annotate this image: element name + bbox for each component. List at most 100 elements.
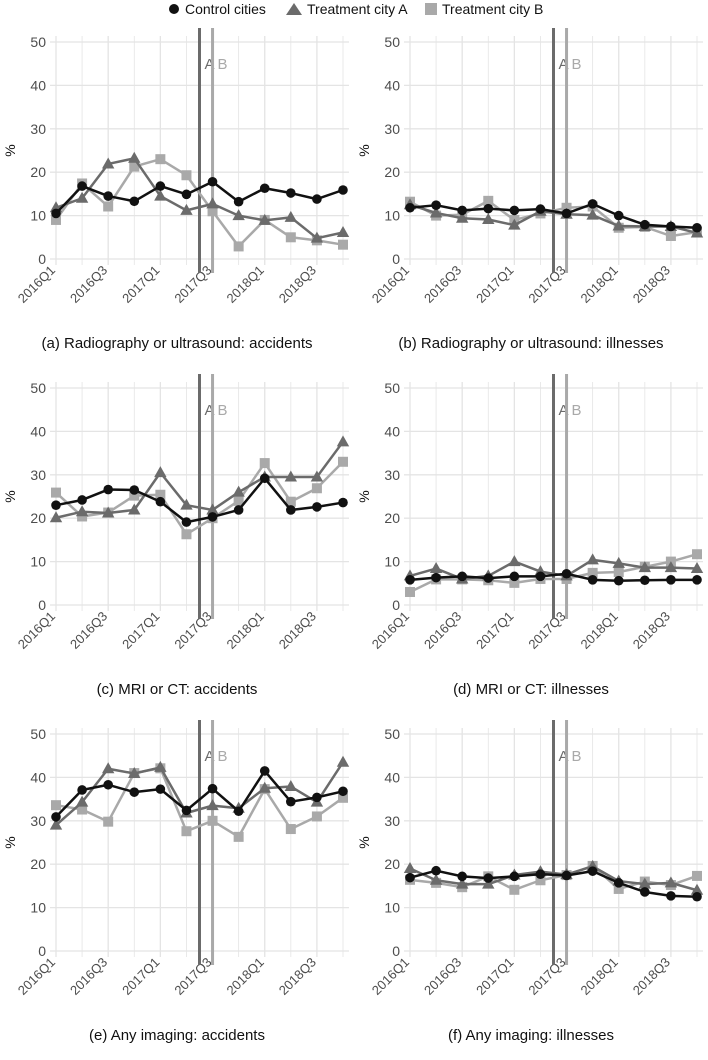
point-control xyxy=(286,188,296,198)
point-control xyxy=(457,571,467,582)
legend-item-treatment-b: Treatment city B xyxy=(423,0,543,18)
vline-label-b: B xyxy=(218,402,228,419)
point-treat-a xyxy=(455,211,469,223)
y-tick-label: 30 xyxy=(30,467,46,483)
x-tick-label: 2018Q3 xyxy=(630,263,673,306)
y-tick-label: 20 xyxy=(384,164,400,180)
point-control xyxy=(613,210,624,221)
x-tick-label: 2017Q1 xyxy=(473,609,516,652)
point-treat-b xyxy=(181,170,192,181)
x-tick-label: 2017Q3 xyxy=(171,263,214,306)
point-control xyxy=(103,484,113,495)
point-control xyxy=(181,517,192,527)
point-treat-a xyxy=(206,503,219,515)
panel-a: 0 10 20 30 40 50% 2016Q1 2016Q3 2017Q1 2017Q3 2018… xyxy=(0,14,354,360)
x-tick-label: 2016Q1 xyxy=(15,263,58,306)
x-tick-label: 2016Q3 xyxy=(421,955,464,998)
vline-label-a: A xyxy=(559,56,569,73)
point-treat-b xyxy=(233,831,244,842)
point-treat-a xyxy=(310,470,324,482)
point-control xyxy=(561,568,572,579)
point-treat-a xyxy=(455,877,469,889)
point-control xyxy=(405,872,415,883)
caption-a: (a) Radiography or ultrasound: accidents xyxy=(41,335,313,352)
x-tick-label: 2017Q3 xyxy=(525,609,568,652)
point-treat-b xyxy=(51,800,61,811)
y-tick-label: 30 xyxy=(384,121,400,137)
x-tick-label: 2017Q3 xyxy=(525,955,568,998)
point-treat-b xyxy=(405,586,415,597)
point-treat-a xyxy=(638,561,652,573)
y-tick-label: 40 xyxy=(30,423,46,439)
vline-label-b: B xyxy=(218,748,228,765)
point-treat-b xyxy=(509,577,520,588)
y-tick-label: 50 xyxy=(384,726,400,742)
point-control xyxy=(129,196,140,207)
point-treat-a xyxy=(612,556,625,568)
point-control xyxy=(431,865,441,876)
point-control xyxy=(613,575,624,586)
y-tick-label: 0 xyxy=(392,251,400,267)
point-treat-a xyxy=(284,210,298,222)
y-tick-label: 30 xyxy=(384,467,400,483)
point-control xyxy=(587,575,598,585)
point-treat-b xyxy=(129,490,140,501)
point-treat-a xyxy=(310,231,324,243)
point-control xyxy=(312,502,322,512)
vline-label-b: B xyxy=(572,56,582,73)
x-tick-label: 2018Q1 xyxy=(224,609,267,652)
y-tick-label: 20 xyxy=(384,510,400,526)
point-control xyxy=(561,870,572,881)
x-tick-label: 2016Q1 xyxy=(369,263,412,306)
point-control xyxy=(103,191,113,201)
x-tick-label: 2016Q1 xyxy=(369,609,412,652)
point-treat-b xyxy=(338,239,348,250)
point-treat-b xyxy=(338,792,348,803)
panel-b: 0 10 20 30 40 50% 2016Q1 2016Q3 2017Q1 2017Q3 2018… xyxy=(354,14,708,360)
x-tick-label: 2018Q3 xyxy=(630,955,673,998)
point-treat-b xyxy=(692,549,702,560)
caption-b: (b) Radiography or ultrasound: illnesses xyxy=(398,335,664,352)
point-control xyxy=(155,496,166,507)
y-tick-label: 10 xyxy=(30,554,46,570)
vline-label-a: A xyxy=(205,402,215,419)
point-treat-a xyxy=(429,206,443,218)
point-treat-a xyxy=(75,191,89,203)
point-control xyxy=(587,866,598,876)
point-treat-a xyxy=(403,862,417,874)
point-treat-b xyxy=(613,883,624,894)
point-treat-b xyxy=(613,567,624,578)
legend-label-control: Control cities xyxy=(185,1,266,17)
point-control xyxy=(77,785,87,795)
point-control xyxy=(483,873,494,883)
x-tick-label: 2017Q1 xyxy=(119,263,162,306)
point-control xyxy=(535,204,546,214)
y-axis-label: % xyxy=(356,144,372,156)
point-treat-a xyxy=(101,506,115,518)
point-treat-b xyxy=(285,824,296,835)
y-tick-label: 0 xyxy=(38,251,46,267)
vline-label-b: B xyxy=(572,402,582,419)
point-control xyxy=(561,208,572,219)
point-control xyxy=(129,787,140,797)
point-control xyxy=(431,572,441,583)
y-axis-label: % xyxy=(2,144,18,156)
x-tick-label: 2017Q3 xyxy=(171,955,214,998)
y-axis-label: % xyxy=(356,490,372,502)
caption-e: (e) Any imaging: accidents xyxy=(89,1027,265,1044)
x-tick-label: 2016Q1 xyxy=(15,955,58,998)
point-control xyxy=(259,183,270,194)
point-treat-b xyxy=(181,826,192,837)
point-control xyxy=(77,181,87,191)
point-control xyxy=(207,783,218,794)
point-treat-a xyxy=(482,877,495,889)
point-treat-b xyxy=(233,495,244,506)
y-tick-label: 20 xyxy=(384,856,400,872)
y-tick-label: 10 xyxy=(30,208,46,224)
point-treat-a xyxy=(508,218,521,230)
y-tick-label: 10 xyxy=(384,554,400,570)
point-treat-b xyxy=(285,496,296,507)
panel-c: 0 10 20 30 40 50% 2016Q1 2016Q3 2017Q1 2017Q3 2018… xyxy=(0,360,354,706)
